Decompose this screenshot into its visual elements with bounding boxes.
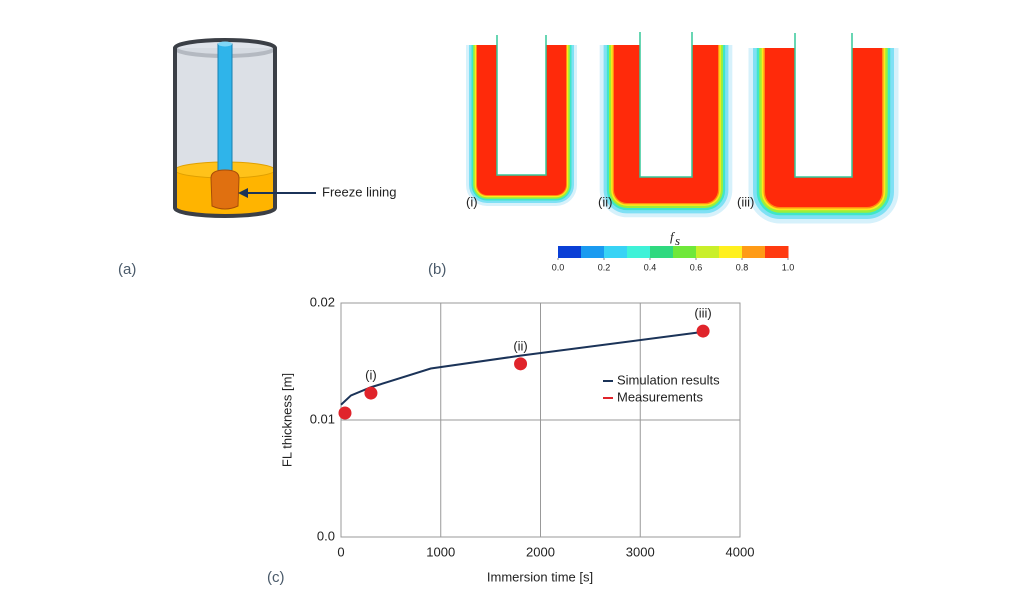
contour-band bbox=[477, 45, 566, 195]
x-tick-label: 2000 bbox=[526, 544, 555, 559]
panel-label: (b) bbox=[428, 261, 446, 278]
colorbar-segment bbox=[765, 246, 789, 258]
x-tick-label: 1000 bbox=[426, 544, 455, 559]
colorbar-title-sub: s bbox=[675, 233, 680, 248]
colorbar-segment bbox=[696, 246, 720, 258]
subpanel-label: (i) bbox=[466, 194, 478, 209]
colorbar-tick-label: 1.0 bbox=[782, 262, 795, 272]
contour-edge bbox=[496, 35, 547, 176]
legend-label: Measurements bbox=[617, 389, 703, 404]
contour-edge bbox=[794, 33, 853, 178]
legend-label: Simulation results bbox=[617, 372, 720, 387]
data-point bbox=[364, 386, 378, 400]
colorbar-segment bbox=[673, 246, 697, 258]
colorbar-segment bbox=[627, 246, 651, 258]
point-label: (iii) bbox=[694, 306, 711, 321]
contour-band bbox=[614, 45, 718, 203]
y-tick-label: 0.0 bbox=[317, 528, 335, 543]
y-tick-label: 0.02 bbox=[310, 294, 335, 309]
line-series bbox=[340, 331, 701, 406]
annotation: Freeze lining bbox=[322, 184, 396, 199]
x-axis-label: Immersion time [s] bbox=[487, 569, 593, 584]
colorbar-segment bbox=[604, 246, 628, 258]
colorbar-tick-label: 0.4 bbox=[644, 262, 657, 272]
colorbar-segment bbox=[719, 246, 743, 258]
point-label: (i) bbox=[365, 368, 377, 383]
y-axis-label: FL thickness [m] bbox=[279, 373, 294, 467]
colorbar-segment bbox=[581, 246, 605, 258]
colorbar-tick-label: 0.2 bbox=[598, 262, 611, 272]
x-tick-label: 3000 bbox=[626, 544, 655, 559]
data-point bbox=[696, 324, 710, 338]
subpanel-label: (ii) bbox=[598, 194, 612, 209]
colorbar-segment bbox=[742, 246, 766, 258]
colorbar-tick-label: 0.8 bbox=[736, 262, 749, 272]
subpanel-label: (iii) bbox=[737, 194, 754, 209]
x-tick-label: 0 bbox=[337, 544, 344, 559]
furnace-diagram bbox=[173, 38, 316, 218]
y-tick-label: 0.01 bbox=[310, 411, 335, 426]
data-point bbox=[338, 406, 352, 420]
colorbar-title: f bbox=[670, 229, 676, 244]
contour-edge bbox=[639, 32, 693, 178]
data-point bbox=[514, 357, 528, 371]
panel-label: (a) bbox=[118, 261, 136, 278]
contour-images bbox=[466, 32, 899, 224]
panel-label: (c) bbox=[267, 569, 285, 586]
x-tick-label: 4000 bbox=[726, 544, 755, 559]
colorbar-segment bbox=[650, 246, 674, 258]
colorbar-tick-label: 0.0 bbox=[552, 262, 565, 272]
point-label: (ii) bbox=[513, 338, 527, 353]
contour-band bbox=[765, 48, 882, 207]
colorbar-segment bbox=[558, 246, 582, 258]
colorbar-tick-label: 0.6 bbox=[690, 262, 703, 272]
